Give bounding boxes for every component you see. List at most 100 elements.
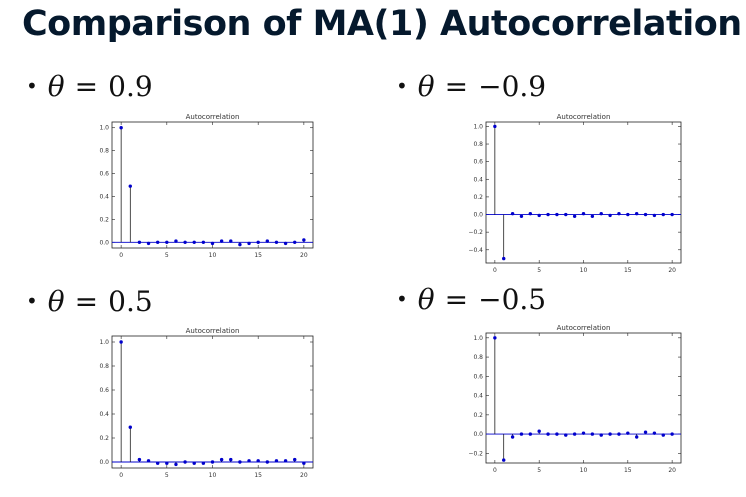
y-tick-label: −0.4 xyxy=(468,247,483,254)
acf-point xyxy=(528,432,533,436)
acf-point xyxy=(155,240,160,244)
acf-point xyxy=(174,239,178,243)
acf-point xyxy=(493,124,497,129)
equals-sign: = xyxy=(74,70,99,103)
x-tick-label: 20 xyxy=(668,267,676,274)
acf-point xyxy=(555,212,559,217)
y-tick-label: 0.8 xyxy=(473,141,483,148)
chart-title: Autocorrelation xyxy=(186,113,240,121)
acf-point xyxy=(670,212,674,217)
bullet-dot-icon: • xyxy=(26,74,38,98)
acf-point xyxy=(302,238,306,242)
x-tick-label: 15 xyxy=(624,467,632,474)
plot-frame xyxy=(111,335,314,469)
acf-point xyxy=(537,213,541,218)
acf-chart-theta-0-5: Autocorrelation 0.0 0.2 0.4 0.6 0.8 1.0 0 5 10 15 2… xyxy=(86,326,316,482)
acf-chart-theta-0-9: Autocorrelation 0.0 0.2 0.4 0.6 0.8 1.0 0 5 10 15 2… xyxy=(86,112,316,262)
x-tick-label: 5 xyxy=(537,467,541,474)
acf-point xyxy=(572,214,577,218)
acf-point xyxy=(146,459,151,463)
acf-point xyxy=(137,457,142,462)
acf-point xyxy=(572,432,577,436)
y-tick-label: 0.4 xyxy=(99,411,109,418)
acf-chart-svg: Autocorrelation −0.4 −0.2 0.0 0.2 0.4 0.6 0.8 1.… xyxy=(468,113,682,274)
y-tick-label: 1.0 xyxy=(99,125,109,132)
acf-point xyxy=(581,211,586,216)
acf-point xyxy=(608,432,612,436)
y-tick-label: −0.2 xyxy=(468,229,483,236)
acf-point xyxy=(617,432,621,436)
acf-point xyxy=(555,432,559,436)
y-tick-label: 1.0 xyxy=(473,335,483,342)
acf-point xyxy=(201,461,206,465)
acf-point xyxy=(274,459,279,463)
acf-point xyxy=(165,461,169,465)
bullet-dot-icon: • xyxy=(396,74,408,98)
plot-frame xyxy=(111,121,314,249)
y-tick-label: 0.4 xyxy=(473,393,483,400)
acf-chart-svg: Autocorrelation 0.0 0.2 0.4 0.6 0.8 1.0 0 5 10 15 2… xyxy=(99,327,314,479)
x-tick-label: 0 xyxy=(119,252,123,259)
acf-point xyxy=(219,239,224,243)
acf-point xyxy=(146,241,151,246)
acf-point xyxy=(510,211,515,216)
y-tick-label: 0.0 xyxy=(473,431,483,438)
acf-point xyxy=(626,212,630,217)
acf-point xyxy=(608,213,612,218)
y-tick-label: 0.6 xyxy=(99,171,109,178)
acf-point xyxy=(128,425,132,429)
acf-point xyxy=(229,457,233,462)
theta-symbol: θ xyxy=(47,285,65,318)
theta-symbol: θ xyxy=(417,70,435,103)
acf-point xyxy=(238,460,242,464)
x-tick-label: 0 xyxy=(493,267,497,274)
x-tick-label: 15 xyxy=(624,267,632,274)
acf-point xyxy=(590,214,595,218)
acf-point xyxy=(265,460,270,464)
bullet-dot-icon: • xyxy=(26,289,38,313)
acf-point xyxy=(590,432,595,436)
acf-point xyxy=(652,213,657,218)
acf-point xyxy=(670,432,674,436)
acf-point xyxy=(661,433,665,437)
acf-point xyxy=(564,433,568,437)
acf-chart-svg: Autocorrelation −0.2 0.0 0.2 0.4 0.6 0.8 1.0 0 5 1… xyxy=(468,324,682,474)
y-tick-label: 0.2 xyxy=(473,194,483,201)
y-tick-label: 0.6 xyxy=(473,159,483,166)
y-tick-label: 0.4 xyxy=(473,176,483,183)
acf-point xyxy=(274,240,279,244)
acf-point xyxy=(652,431,657,435)
plot-frame xyxy=(485,332,682,464)
y-tick-label: 1.0 xyxy=(473,123,483,130)
acf-point xyxy=(137,240,142,244)
theta-symbol: θ xyxy=(47,70,65,103)
acf-point xyxy=(493,336,497,340)
acf-point xyxy=(155,461,160,465)
acf-point xyxy=(219,457,224,462)
acf-point xyxy=(265,239,270,243)
x-tick-label: 15 xyxy=(254,472,262,479)
theta-value: −0.9 xyxy=(478,70,547,103)
acf-point xyxy=(302,461,306,465)
x-tick-label: 20 xyxy=(300,252,308,259)
x-tick-label: 5 xyxy=(165,472,169,479)
acf-point xyxy=(643,212,648,217)
acf-point xyxy=(183,460,187,464)
acf-point xyxy=(564,212,568,217)
acf-point xyxy=(174,462,178,467)
slide-title: Comparison of MA(1) Autocorrelation xyxy=(22,4,742,44)
acf-point xyxy=(183,240,187,244)
equals-sign: = xyxy=(444,283,469,316)
acf-point xyxy=(256,459,260,463)
acf-point xyxy=(192,240,196,244)
bullet-theta-0-9: • θ = 0.9 xyxy=(26,70,153,103)
acf-point xyxy=(283,241,288,246)
chart-title: Autocorrelation xyxy=(557,113,611,121)
acf-point xyxy=(293,457,297,462)
y-tick-label: 0.8 xyxy=(99,363,109,370)
x-tick-label: 0 xyxy=(493,467,497,474)
acf-point xyxy=(546,212,550,217)
bullet-theta-neg-0-9: • θ = −0.9 xyxy=(396,70,546,103)
x-tick-label: 20 xyxy=(668,467,676,474)
